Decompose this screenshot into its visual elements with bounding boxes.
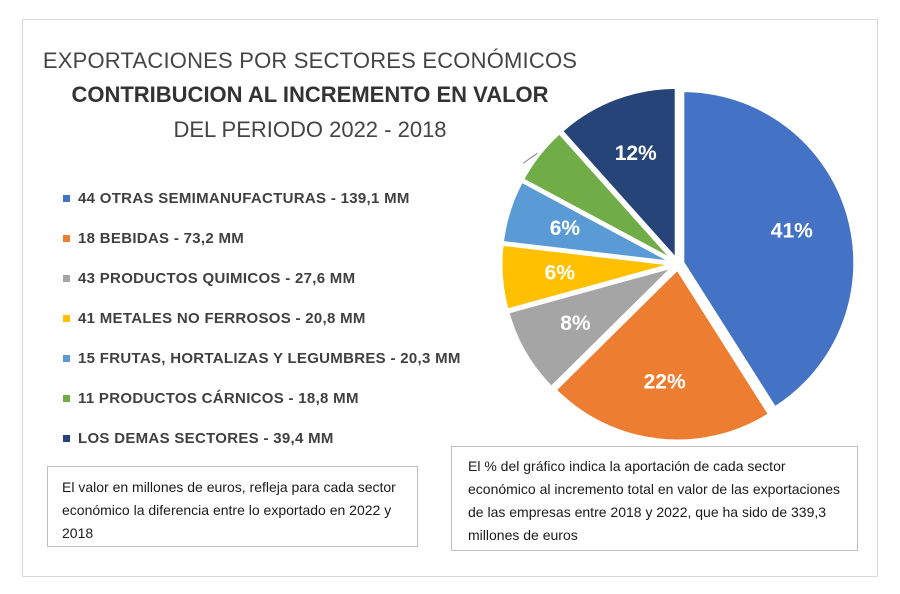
legend-label: 15 FRUTAS, HORTALIZAS Y LEGUMBRES - 20,3…	[78, 349, 461, 367]
pie-slice-label: 8%	[560, 312, 591, 335]
pie-leader-line	[523, 152, 538, 164]
legend-label: 18 BEBIDAS - 73,2 MM	[78, 229, 245, 247]
pie-slice	[500, 179, 674, 264]
legend-item: 44 OTRAS SEMIMANUFACTURAS - 139,1 MM	[63, 178, 461, 218]
legend-swatch	[63, 434, 70, 442]
legend-item: 15 FRUTAS, HORTALIZAS Y LEGUMBRES - 20,3…	[63, 338, 461, 378]
pie-slice-label: 41%	[771, 219, 813, 242]
legend-swatch	[63, 194, 70, 202]
legend-swatch	[63, 274, 70, 282]
legend-swatch	[63, 234, 70, 242]
legend-item: 11 PRODUCTOS CÁRNICOS - 18,8 MM	[63, 378, 461, 418]
chart-legend: 44 OTRAS SEMIMANUFACTURAS - 139,1 MM 18 …	[63, 178, 461, 458]
chart-title-line1: EXPORTACIONES POR SECTORES ECONÓMICOS	[42, 48, 578, 73]
pie-slice-label: 22%	[644, 370, 686, 393]
legend-item: 18 BEBIDAS - 73,2 MM	[63, 218, 461, 258]
legend-label: 44 OTRAS SEMIMANUFACTURAS - 139,1 MM	[78, 189, 410, 207]
pie-slice-label: 12%	[615, 142, 657, 165]
pie-slice	[499, 242, 674, 312]
pie-slice	[681, 89, 857, 410]
legend-swatch	[63, 314, 70, 322]
pie-slice	[553, 266, 772, 443]
legend-label: 41 METALES NO FERROSOS - 20,8 MM	[78, 309, 366, 327]
legend-label: 11 PRODUCTOS CÁRNICOS - 18,8 MM	[78, 389, 359, 407]
chart-title-line2: CONTRIBUCION AL INCREMENTO EN VALOR	[71, 82, 549, 107]
pie-slice	[559, 85, 678, 264]
legend-item: LOS DEMAS SECTORES - 39,4 MM	[63, 418, 461, 458]
pie-slice-label: 6%	[550, 217, 581, 240]
legend-item: 41 METALES NO FERROSOS - 20,8 MM	[63, 298, 461, 338]
legend-swatch	[63, 394, 70, 402]
legend-item: 43 PRODUCTOS QUIMICOS - 27,6 MM	[63, 258, 461, 298]
legend-label: 43 PRODUCTOS QUIMICOS - 27,6 MM	[78, 269, 356, 287]
chart-title-line3: DEL PERIODO 2022 - 2018	[173, 117, 447, 142]
note-right: El % del gráfico indica la aportación de…	[451, 446, 858, 551]
pie-slice	[505, 263, 679, 390]
note-left: El valor en millones de euros, refleja p…	[47, 466, 418, 547]
legend-label: LOS DEMAS SECTORES - 39,4 MM	[78, 429, 334, 447]
legend-swatch	[63, 354, 70, 362]
pie-slice-label: 6%	[545, 261, 576, 284]
pie-slice	[520, 130, 676, 263]
